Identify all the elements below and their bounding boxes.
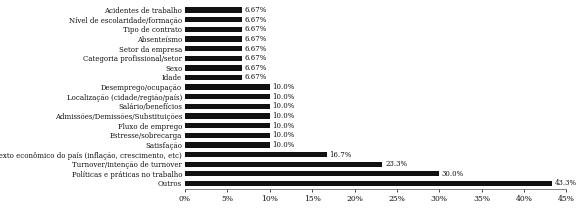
Text: 30.0%: 30.0% bbox=[442, 170, 464, 178]
Bar bbox=[185, 17, 242, 22]
Text: 10.0%: 10.0% bbox=[272, 112, 295, 120]
Text: 10.0%: 10.0% bbox=[272, 102, 295, 110]
Bar bbox=[185, 27, 242, 32]
Bar bbox=[185, 181, 552, 186]
Text: 10.0%: 10.0% bbox=[272, 122, 295, 130]
Bar bbox=[185, 123, 270, 128]
Bar bbox=[185, 113, 270, 119]
Text: 6.67%: 6.67% bbox=[244, 35, 266, 43]
Text: 6.67%: 6.67% bbox=[244, 64, 266, 72]
Text: 16.7%: 16.7% bbox=[329, 150, 351, 158]
Bar bbox=[185, 84, 270, 90]
Text: 10.0%: 10.0% bbox=[272, 131, 295, 139]
Text: 23.3%: 23.3% bbox=[385, 160, 407, 168]
Bar bbox=[185, 94, 270, 99]
Bar bbox=[185, 56, 242, 61]
Bar bbox=[185, 8, 242, 13]
Bar bbox=[185, 46, 242, 51]
Bar bbox=[185, 133, 270, 138]
Text: 6.67%: 6.67% bbox=[244, 16, 266, 24]
Text: 6.67%: 6.67% bbox=[244, 74, 266, 81]
Text: 6.67%: 6.67% bbox=[244, 25, 266, 33]
Text: 6.67%: 6.67% bbox=[244, 54, 266, 62]
Text: 10.0%: 10.0% bbox=[272, 93, 295, 101]
Text: 6.67%: 6.67% bbox=[244, 45, 266, 53]
Text: 6.67%: 6.67% bbox=[244, 6, 266, 14]
Bar bbox=[185, 161, 383, 167]
Bar bbox=[185, 36, 242, 42]
Text: 10.0%: 10.0% bbox=[272, 83, 295, 91]
Bar bbox=[185, 171, 439, 177]
Bar bbox=[185, 104, 270, 109]
Bar bbox=[185, 75, 242, 80]
Text: 10.0%: 10.0% bbox=[272, 141, 295, 149]
Bar bbox=[185, 152, 327, 157]
Text: 43.3%: 43.3% bbox=[554, 180, 577, 187]
Bar bbox=[185, 142, 270, 147]
Bar bbox=[185, 65, 242, 71]
